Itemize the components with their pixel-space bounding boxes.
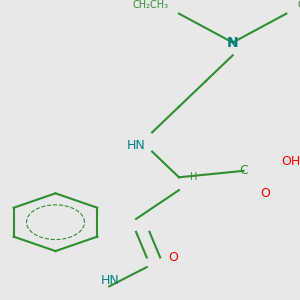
Text: O: O: [260, 187, 270, 200]
Text: C: C: [239, 164, 248, 177]
Text: H: H: [190, 172, 197, 182]
Text: N: N: [227, 35, 239, 50]
Text: HN: HN: [101, 274, 120, 286]
Text: CH₂CH₃: CH₂CH₃: [132, 0, 168, 11]
Text: O: O: [168, 251, 178, 264]
Text: OH: OH: [281, 155, 300, 168]
Text: HN: HN: [127, 139, 146, 152]
Text: CH₂CH₃: CH₂CH₃: [297, 0, 300, 11]
